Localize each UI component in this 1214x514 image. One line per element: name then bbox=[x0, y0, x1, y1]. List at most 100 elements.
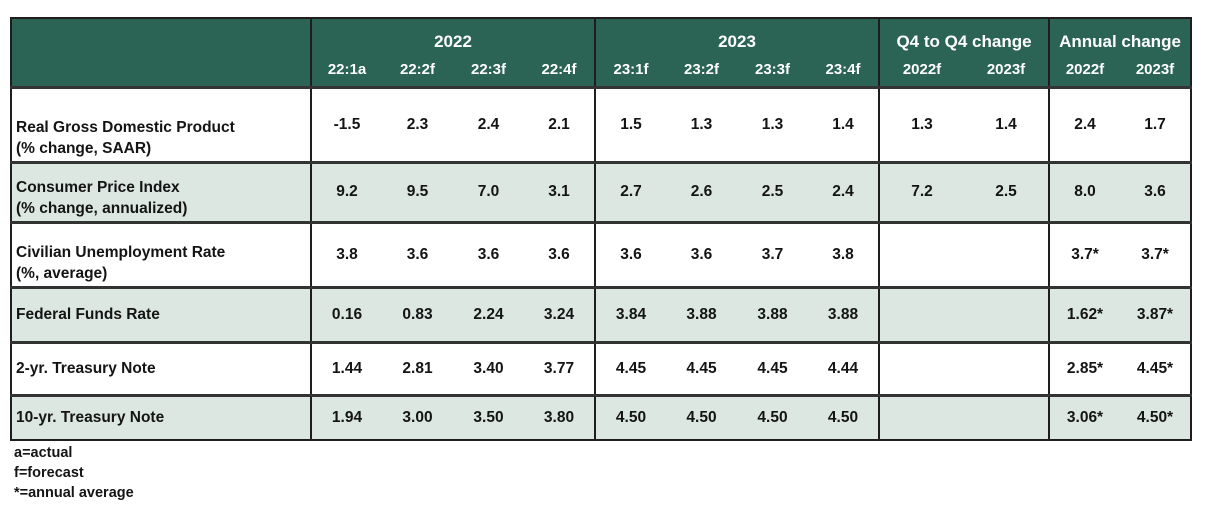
value-cell: 4.45 bbox=[666, 342, 737, 395]
value-cell: 1.3 bbox=[666, 87, 737, 162]
value-cell: 7.2 bbox=[878, 162, 964, 222]
group-header-2022: 2022 bbox=[310, 18, 595, 58]
table-row: Civilian Unemployment Rate (%, average) 3.… bbox=[11, 222, 1191, 287]
value-cell: 3.40 bbox=[453, 342, 524, 395]
value-cell: 3.1 bbox=[524, 162, 595, 222]
value-cell: 2.85* bbox=[1048, 342, 1120, 395]
value-cell bbox=[964, 222, 1049, 287]
column-header: 22:4f bbox=[524, 58, 595, 87]
value-cell: 3.6 bbox=[1120, 162, 1191, 222]
value-cell: 8.0 bbox=[1048, 162, 1120, 222]
row-label: Real Gross Domestic Product (% change, SA… bbox=[11, 87, 311, 162]
value-cell: 2.24 bbox=[453, 287, 524, 342]
column-header: 2023f bbox=[1120, 58, 1191, 87]
table-row: 2-yr. Treasury Note 1.44 2.81 3.40 3.77 4.45 4… bbox=[11, 342, 1191, 395]
value-cell: 1.3 bbox=[737, 87, 808, 162]
value-cell: 3.88 bbox=[666, 287, 737, 342]
value-cell: 9.2 bbox=[310, 162, 382, 222]
table-header: 2022 2023 Q4 to Q4 change Annual change 22:1… bbox=[11, 18, 1191, 87]
row-label-sub: (% change, SAAR) bbox=[16, 139, 152, 157]
value-cell: 2.6 bbox=[666, 162, 737, 222]
value-cell: 3.7* bbox=[1120, 222, 1191, 287]
footnote-line: *=annual average bbox=[14, 485, 134, 501]
value-cell: 4.50 bbox=[666, 395, 737, 440]
value-cell: 3.8 bbox=[310, 222, 382, 287]
footnote-line: a=actual bbox=[14, 445, 73, 461]
value-cell: 2.81 bbox=[382, 342, 453, 395]
value-cell: 4.50 bbox=[737, 395, 808, 440]
column-header: 22:3f bbox=[453, 58, 524, 87]
column-header: 22:2f bbox=[382, 58, 453, 87]
value-cell: 2.3 bbox=[382, 87, 453, 162]
row-label-main: Civilian Unemployment Rate bbox=[16, 243, 226, 261]
value-cell: 1.94 bbox=[310, 395, 382, 440]
value-cell: 7.0 bbox=[453, 162, 524, 222]
value-cell: 1.3 bbox=[878, 87, 964, 162]
row-label: Federal Funds Rate bbox=[11, 287, 311, 342]
value-cell: 3.84 bbox=[594, 287, 666, 342]
value-cell: 4.50* bbox=[1120, 395, 1191, 440]
economic-forecast-table: 2022 2023 Q4 to Q4 change Annual change 22:1… bbox=[10, 17, 1192, 441]
value-cell: 1.4 bbox=[964, 87, 1049, 162]
value-cell: 4.45* bbox=[1120, 342, 1191, 395]
group-header-2023: 2023 bbox=[594, 18, 879, 58]
value-cell: 2.7 bbox=[594, 162, 666, 222]
row-label-sub: (% change, annualized) bbox=[16, 199, 188, 217]
column-header: 23:1f bbox=[594, 58, 666, 87]
value-cell: 3.50 bbox=[453, 395, 524, 440]
row-label: 2-yr. Treasury Note bbox=[11, 342, 311, 395]
row-label-main: Consumer Price Index bbox=[16, 178, 180, 196]
row-label-sub: (%, average) bbox=[16, 264, 108, 282]
value-cell: 0.16 bbox=[310, 287, 382, 342]
value-cell: 2.4 bbox=[808, 162, 879, 222]
value-cell bbox=[964, 395, 1049, 440]
value-cell: 1.7 bbox=[1120, 87, 1191, 162]
value-cell bbox=[964, 287, 1049, 342]
value-cell: 3.6 bbox=[666, 222, 737, 287]
column-header: 2022f bbox=[1048, 58, 1120, 87]
column-header: 2023f bbox=[964, 58, 1049, 87]
value-cell: 3.6 bbox=[382, 222, 453, 287]
value-cell: 3.80 bbox=[524, 395, 595, 440]
value-cell: 4.44 bbox=[808, 342, 879, 395]
value-cell: 3.88 bbox=[808, 287, 879, 342]
column-header: 22:1a bbox=[310, 58, 382, 87]
footnote-line: f=forecast bbox=[14, 465, 84, 481]
footnotes: a=actual f=forecast *=annual average bbox=[10, 443, 1192, 503]
table-row: Consumer Price Index (% change, annualize… bbox=[11, 162, 1191, 222]
row-label: 10-yr. Treasury Note bbox=[11, 395, 311, 440]
value-cell: 2.4 bbox=[453, 87, 524, 162]
value-cell: 3.6 bbox=[453, 222, 524, 287]
row-label: Consumer Price Index (% change, annualize… bbox=[11, 162, 311, 222]
value-cell: 2.4 bbox=[1048, 87, 1120, 162]
value-cell bbox=[964, 342, 1049, 395]
value-cell: 3.77 bbox=[524, 342, 595, 395]
value-cell bbox=[878, 395, 964, 440]
value-cell: 9.5 bbox=[382, 162, 453, 222]
value-cell: 2.5 bbox=[964, 162, 1049, 222]
value-cell: 3.00 bbox=[382, 395, 453, 440]
group-header-annual: Annual change bbox=[1048, 18, 1191, 58]
corner-header-cell bbox=[11, 18, 311, 87]
table-row: Federal Funds Rate 0.16 0.83 2.24 3.24 3.84 3.… bbox=[11, 287, 1191, 342]
row-label-main: Federal Funds Rate bbox=[16, 306, 160, 323]
table-container: 2022 2023 Q4 to Q4 change Annual change 22:1… bbox=[10, 17, 1192, 503]
value-cell: 3.87* bbox=[1120, 287, 1191, 342]
value-cell: 3.06* bbox=[1048, 395, 1120, 440]
table-row: 10-yr. Treasury Note 1.94 3.00 3.50 3.80 4.50… bbox=[11, 395, 1191, 440]
value-cell: 0.83 bbox=[382, 287, 453, 342]
row-label-main: 2-yr. Treasury Note bbox=[16, 360, 156, 377]
value-cell: 2.1 bbox=[524, 87, 595, 162]
value-cell: 3.24 bbox=[524, 287, 595, 342]
value-cell: 3.6 bbox=[594, 222, 666, 287]
column-header: 23:2f bbox=[666, 58, 737, 87]
value-cell: 4.45 bbox=[594, 342, 666, 395]
value-cell bbox=[878, 222, 964, 287]
value-cell: -1.5 bbox=[310, 87, 382, 162]
value-cell: 4.50 bbox=[594, 395, 666, 440]
table-row: Real Gross Domestic Product (% change, SA… bbox=[11, 87, 1191, 162]
row-label-main: Real Gross Domestic Product bbox=[16, 118, 235, 136]
value-cell: 3.7 bbox=[737, 222, 808, 287]
value-cell: 3.88 bbox=[737, 287, 808, 342]
